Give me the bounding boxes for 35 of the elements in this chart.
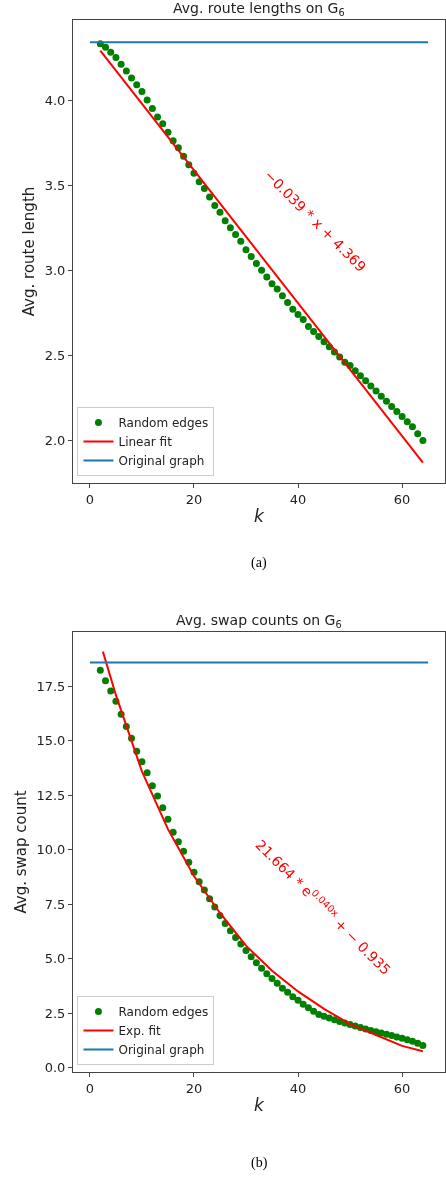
y-tick-label: 4.0 (44, 92, 66, 108)
y-tick-label: 12.5 (36, 787, 66, 803)
x-tick-label: 20 (185, 1080, 203, 1096)
x-tick-label: 40 (289, 1080, 307, 1096)
x-axis-title: k (254, 1095, 266, 1115)
y-tick-label: 3.0 (44, 262, 66, 278)
chart-title: Avg. route lengths on G$_{6}$ (173, 0, 345, 18)
y-tick-label: 15.0 (36, 733, 66, 749)
legend-label: Original graph (118, 1043, 205, 1058)
legend-label: Random edges (118, 1005, 209, 1020)
x-tick-label: 60 (393, 491, 411, 507)
y-axis-title: Avg. route length (19, 186, 38, 317)
legend-label: Random edges (118, 416, 209, 431)
x-tick-label: 0 (85, 1080, 95, 1096)
y-tick-label: 2.0 (44, 432, 66, 448)
x-tick-label: 0 (85, 491, 95, 507)
y-tick-label: 10.0 (36, 842, 66, 858)
legend-label: Original graph (118, 454, 205, 469)
x-tick-label: 20 (185, 491, 203, 507)
y-tick-label: 17.5 (36, 679, 66, 695)
y-axis-title: Avg. swap count (11, 790, 30, 914)
y-tick-label: 3.5 (44, 177, 66, 193)
text: (a) (251, 555, 267, 571)
x-tick-label: 60 (393, 1080, 411, 1096)
y-tick-label: 0.0 (44, 1060, 66, 1076)
y-tick-label: 7.5 (44, 896, 66, 912)
y-tick-label: 5.0 (44, 951, 66, 967)
chart-title: Avg. swap counts on G$_{6}$ (176, 612, 342, 630)
legend-label: Linear fit (118, 435, 173, 450)
text: (b) (251, 1155, 268, 1171)
x-axis-title: k (254, 506, 266, 526)
x-tick-label: 40 (289, 491, 307, 507)
y-tick-label: 2.5 (44, 1005, 66, 1021)
y-tick-label: 2.5 (44, 347, 66, 363)
legend-label: Exp. fit (118, 1024, 161, 1039)
